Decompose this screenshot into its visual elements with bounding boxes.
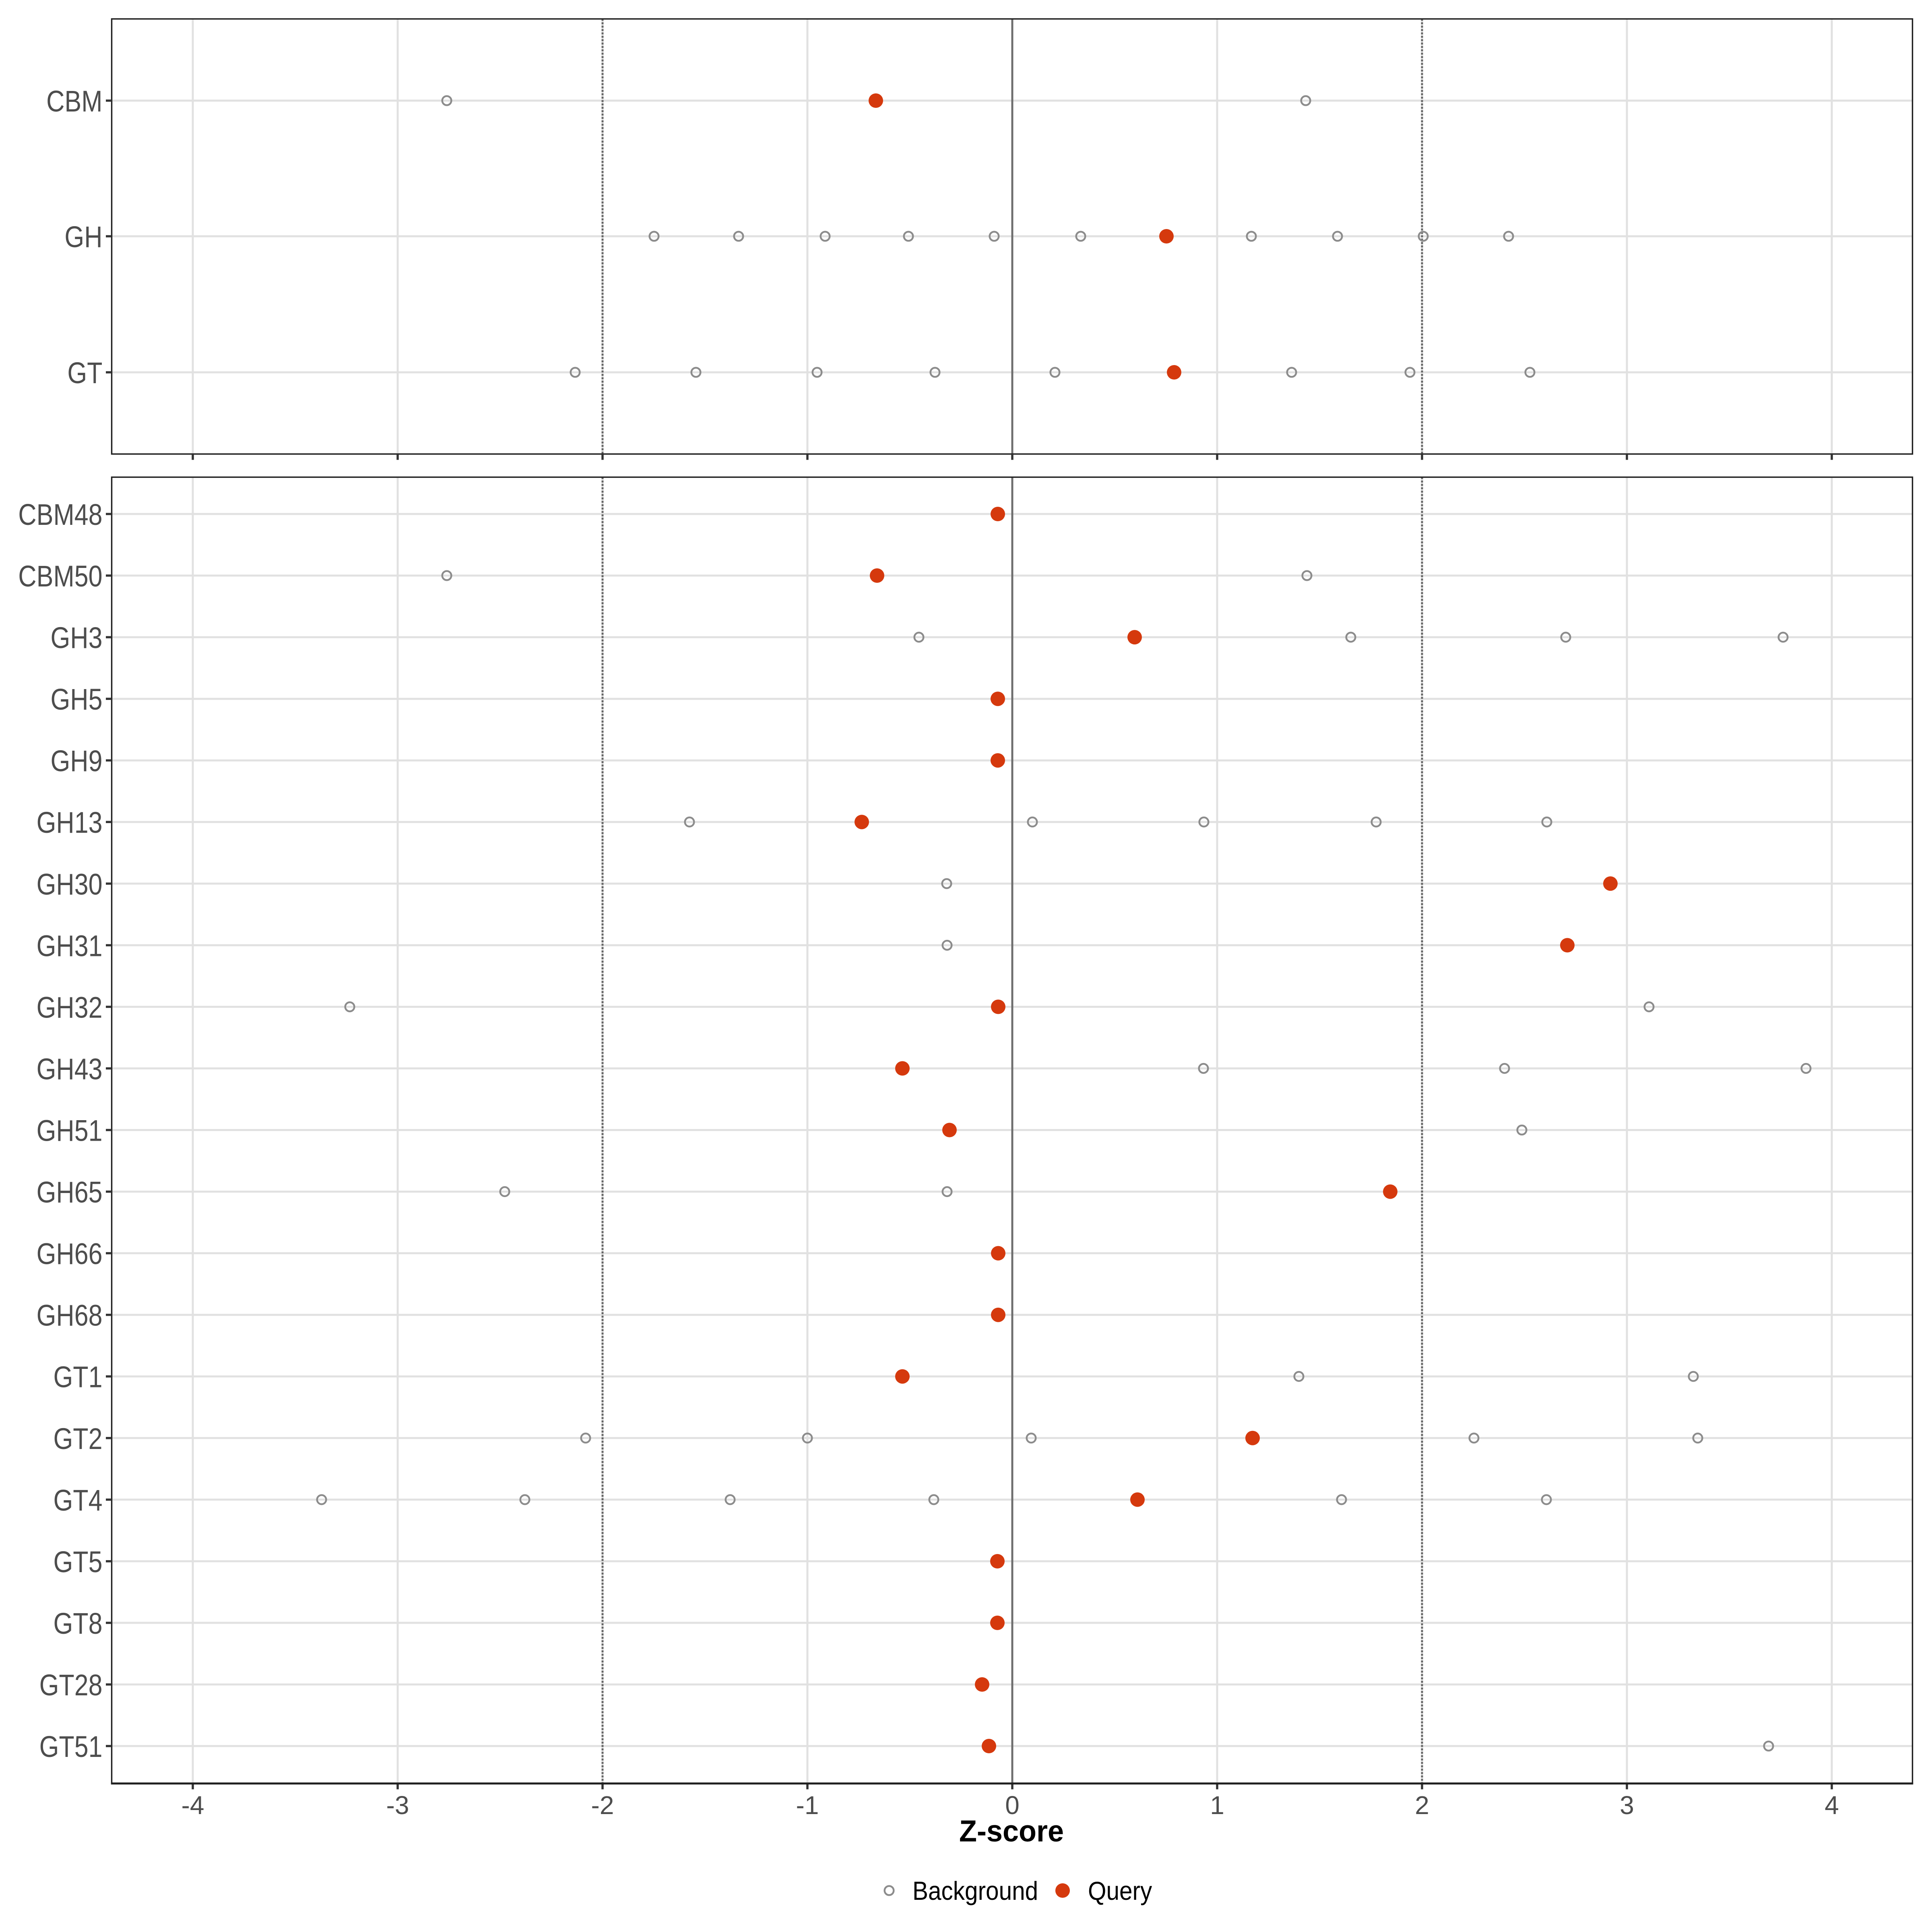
svg-text:CBM: CBM [46,85,102,118]
svg-text:Z-score: Z-score [959,1814,1064,1848]
svg-text:GH13: GH13 [37,806,103,839]
svg-text:GH31: GH31 [37,929,103,963]
svg-text:GT5: GT5 [53,1545,102,1579]
svg-text:GH51: GH51 [37,1114,103,1148]
svg-text:GT2: GT2 [53,1422,102,1455]
svg-text:GH5: GH5 [50,683,102,716]
svg-text:GH30: GH30 [37,867,103,901]
svg-text:-4: -4 [182,1791,204,1820]
svg-text:GH65: GH65 [37,1176,103,1209]
svg-text:Query: Query [1088,1876,1152,1906]
svg-text:GH32: GH32 [37,991,103,1024]
svg-text:2: 2 [1415,1791,1429,1820]
svg-text:3: 3 [1620,1791,1634,1820]
svg-text:CBM48: CBM48 [18,498,102,531]
svg-text:GT8: GT8 [53,1607,102,1640]
svg-text:-3: -3 [386,1791,409,1820]
svg-text:GH3: GH3 [50,621,102,654]
svg-text:1: 1 [1210,1791,1224,1820]
svg-text:GH: GH [64,220,102,254]
svg-text:GT51: GT51 [39,1730,103,1763]
svg-text:-1: -1 [796,1791,819,1820]
svg-text:GH68: GH68 [37,1299,103,1332]
svg-text:GT1: GT1 [53,1360,102,1394]
svg-text:GT4: GT4 [53,1484,102,1517]
svg-text:-2: -2 [591,1791,614,1820]
svg-text:Background: Background [912,1876,1038,1906]
svg-text:CBM50: CBM50 [18,559,102,593]
svg-text:4: 4 [1825,1791,1839,1820]
svg-text:0: 0 [1005,1791,1020,1820]
svg-text:GH43: GH43 [37,1053,103,1086]
svg-text:GT28: GT28 [39,1668,103,1702]
svg-text:GH66: GH66 [37,1237,103,1271]
svg-text:GH9: GH9 [50,744,102,778]
svg-text:GT: GT [67,356,102,390]
